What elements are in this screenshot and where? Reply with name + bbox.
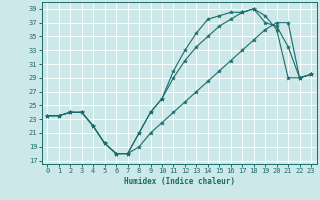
X-axis label: Humidex (Indice chaleur): Humidex (Indice chaleur)	[124, 177, 235, 186]
